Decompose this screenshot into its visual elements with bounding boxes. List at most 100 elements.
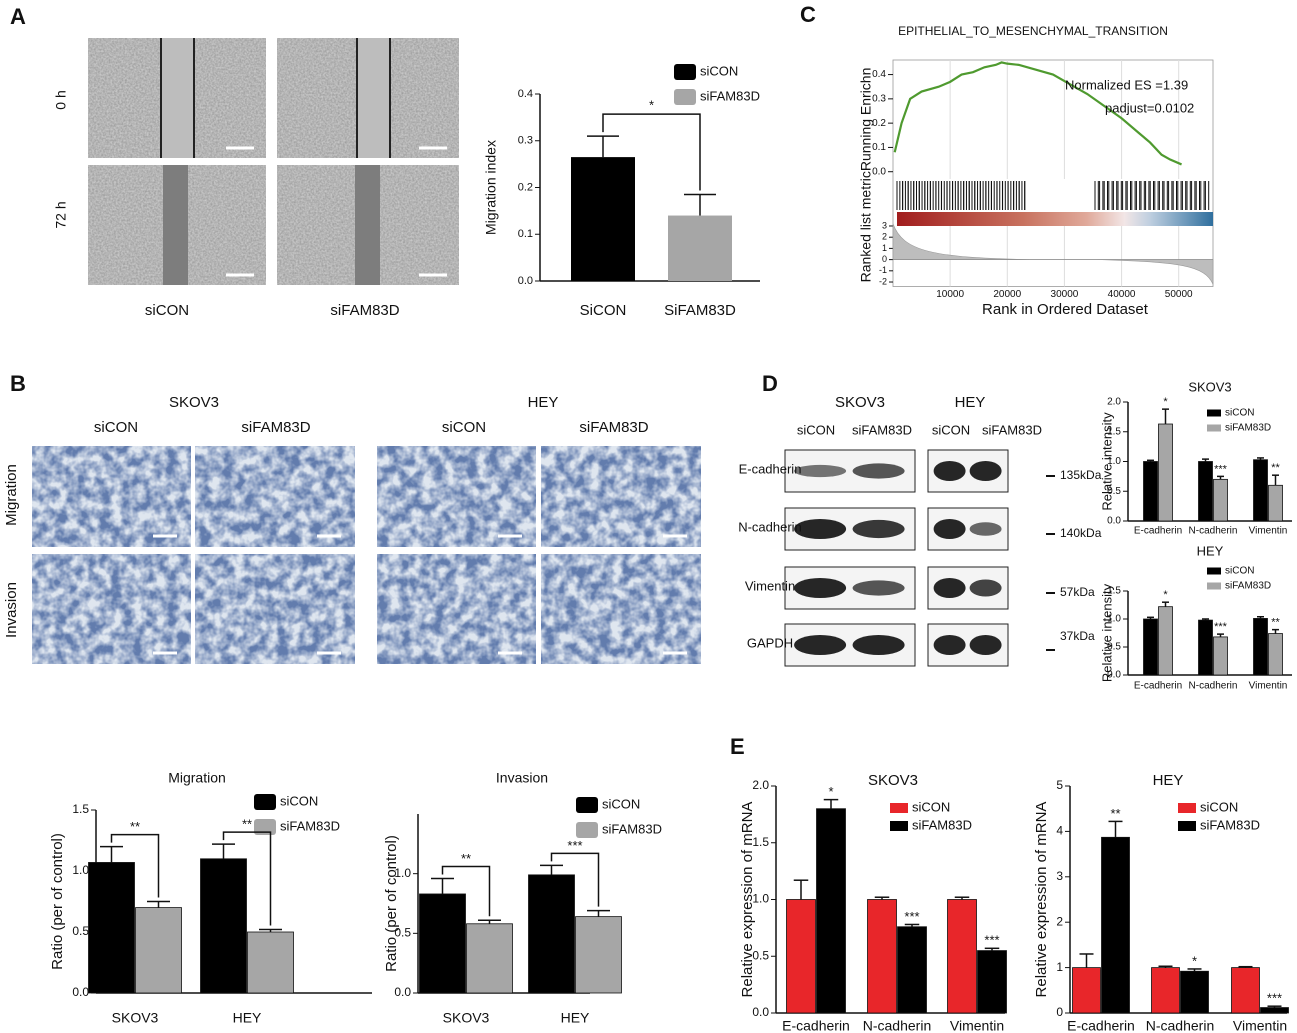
y-tick-label: 4	[1056, 824, 1063, 838]
blot-band	[969, 522, 1002, 536]
y-tick-label: 2	[1056, 914, 1063, 928]
y-axis-label: Migration index	[483, 140, 499, 235]
label: 57kDa	[1060, 585, 1095, 599]
y-axis-label: Ratio (per of control)	[383, 835, 400, 972]
legend-swatch	[254, 794, 276, 810]
rank-heat-strip	[897, 212, 1213, 226]
significance: **	[1271, 617, 1280, 629]
blot-band	[852, 580, 905, 596]
x-tick-label: Vimentin	[1249, 681, 1288, 692]
bar	[571, 157, 635, 281]
bar	[1158, 606, 1173, 676]
legend-swatch	[254, 819, 276, 835]
panel-letter: C	[800, 2, 816, 27]
label: Vimentin	[745, 578, 795, 593]
x-tick-label: SiFAM83D	[664, 302, 736, 319]
y-tick-label: 1.5	[72, 802, 89, 816]
label: 140kDa	[1060, 526, 1102, 540]
legend-label: siCON	[1225, 566, 1254, 577]
x-tick-label: HEY	[561, 1010, 590, 1026]
y-tick-label: 0.0	[1107, 670, 1121, 681]
label: 135kDa	[1060, 468, 1102, 482]
bar	[947, 899, 977, 1014]
y-tick-label: -1	[879, 265, 887, 275]
x-tick-label: 30000	[1051, 289, 1079, 300]
bar	[1268, 633, 1283, 676]
significance: **	[130, 819, 140, 834]
significance: ***	[904, 909, 919, 924]
bar	[1231, 967, 1260, 1014]
y-tick-label: 0.1	[872, 142, 886, 153]
significance: ***	[1267, 991, 1282, 1006]
legend-label: siFAM83D	[912, 817, 972, 832]
label: E-cadherin	[739, 461, 802, 476]
y-tick-label: 0.5	[1107, 486, 1121, 497]
x-axis-label: Rank in Ordered Dataset	[982, 301, 1149, 318]
blot-band	[969, 579, 1002, 597]
micrograph-texture	[541, 554, 701, 664]
blot-band	[933, 578, 966, 598]
label: siFAM83D	[982, 422, 1042, 437]
y-tick-label: 0.3	[872, 93, 886, 104]
significance-bracket	[110, 833, 160, 898]
legend-swatch	[890, 803, 908, 813]
label: HEY	[955, 394, 986, 411]
x-tick-label: N-cadherin	[1189, 681, 1238, 692]
legend-swatch	[1207, 424, 1221, 432]
bar	[1213, 478, 1228, 522]
bar	[1143, 618, 1158, 676]
label: siFAM83D	[241, 419, 310, 436]
legend-swatch	[1207, 409, 1221, 417]
micrograph-texture	[32, 446, 191, 547]
y-tick-label: 2	[882, 232, 887, 242]
bar	[1151, 967, 1180, 1014]
micrograph-texture	[377, 446, 536, 547]
legend-swatch	[1178, 821, 1196, 831]
blot-band	[933, 461, 966, 481]
bar	[1158, 423, 1173, 522]
x-tick-label: E-cadherin	[1134, 681, 1182, 692]
legend-label: siFAM83D	[602, 821, 662, 836]
label: siCON	[442, 419, 486, 436]
legend-label: siFAM83D	[280, 818, 340, 833]
legend-swatch	[1178, 803, 1196, 813]
significance: *	[1163, 589, 1168, 601]
label: HEY	[528, 394, 559, 411]
legend-label: siFAM83D	[1225, 423, 1271, 434]
chart-title: Migration	[168, 770, 226, 786]
y-tick-label: 0.4	[518, 88, 533, 100]
blot-band	[794, 578, 847, 598]
y-tick-label: 0.5	[752, 948, 769, 962]
x-tick-label: E-cadherin	[1067, 1018, 1135, 1033]
legend-swatch	[1207, 567, 1221, 575]
blot-band	[794, 635, 847, 655]
legend-label: siCON	[700, 63, 738, 78]
y-tick-label: 0.5	[72, 924, 89, 938]
bar	[528, 874, 575, 994]
x-tick-label: Vimentin	[950, 1018, 1004, 1033]
x-tick-label: Vimentin	[1233, 1018, 1287, 1033]
bar	[867, 899, 897, 1014]
label: N-cadherin	[738, 519, 802, 534]
label: 37kDa	[1060, 629, 1095, 643]
bar	[88, 862, 135, 994]
y-tick-label: -2	[879, 276, 887, 286]
significance: **	[461, 851, 471, 866]
y-tick-label: 2.0	[1107, 397, 1121, 408]
x-tick-label: SKOV3	[443, 1010, 490, 1026]
x-tick-label: HEY	[233, 1010, 262, 1026]
bar	[1260, 1007, 1289, 1014]
label: Invasion	[3, 582, 20, 638]
annotation: padjust=0.0102	[1105, 100, 1194, 115]
x-tick-label: E-cadherin	[1134, 526, 1182, 537]
label: siFAM83D	[852, 422, 912, 437]
ranked-metric-area	[892, 223, 1214, 285]
bar	[977, 950, 1007, 1014]
bar	[1143, 461, 1158, 522]
legend-label: siFAM83D	[1225, 581, 1271, 592]
significance: *	[1192, 953, 1197, 968]
x-tick-label: SKOV3	[112, 1010, 159, 1026]
y-tick-label: 0.0	[394, 985, 411, 999]
x-tick-label: N-cadherin	[1146, 1018, 1214, 1033]
bar	[1072, 967, 1101, 1014]
